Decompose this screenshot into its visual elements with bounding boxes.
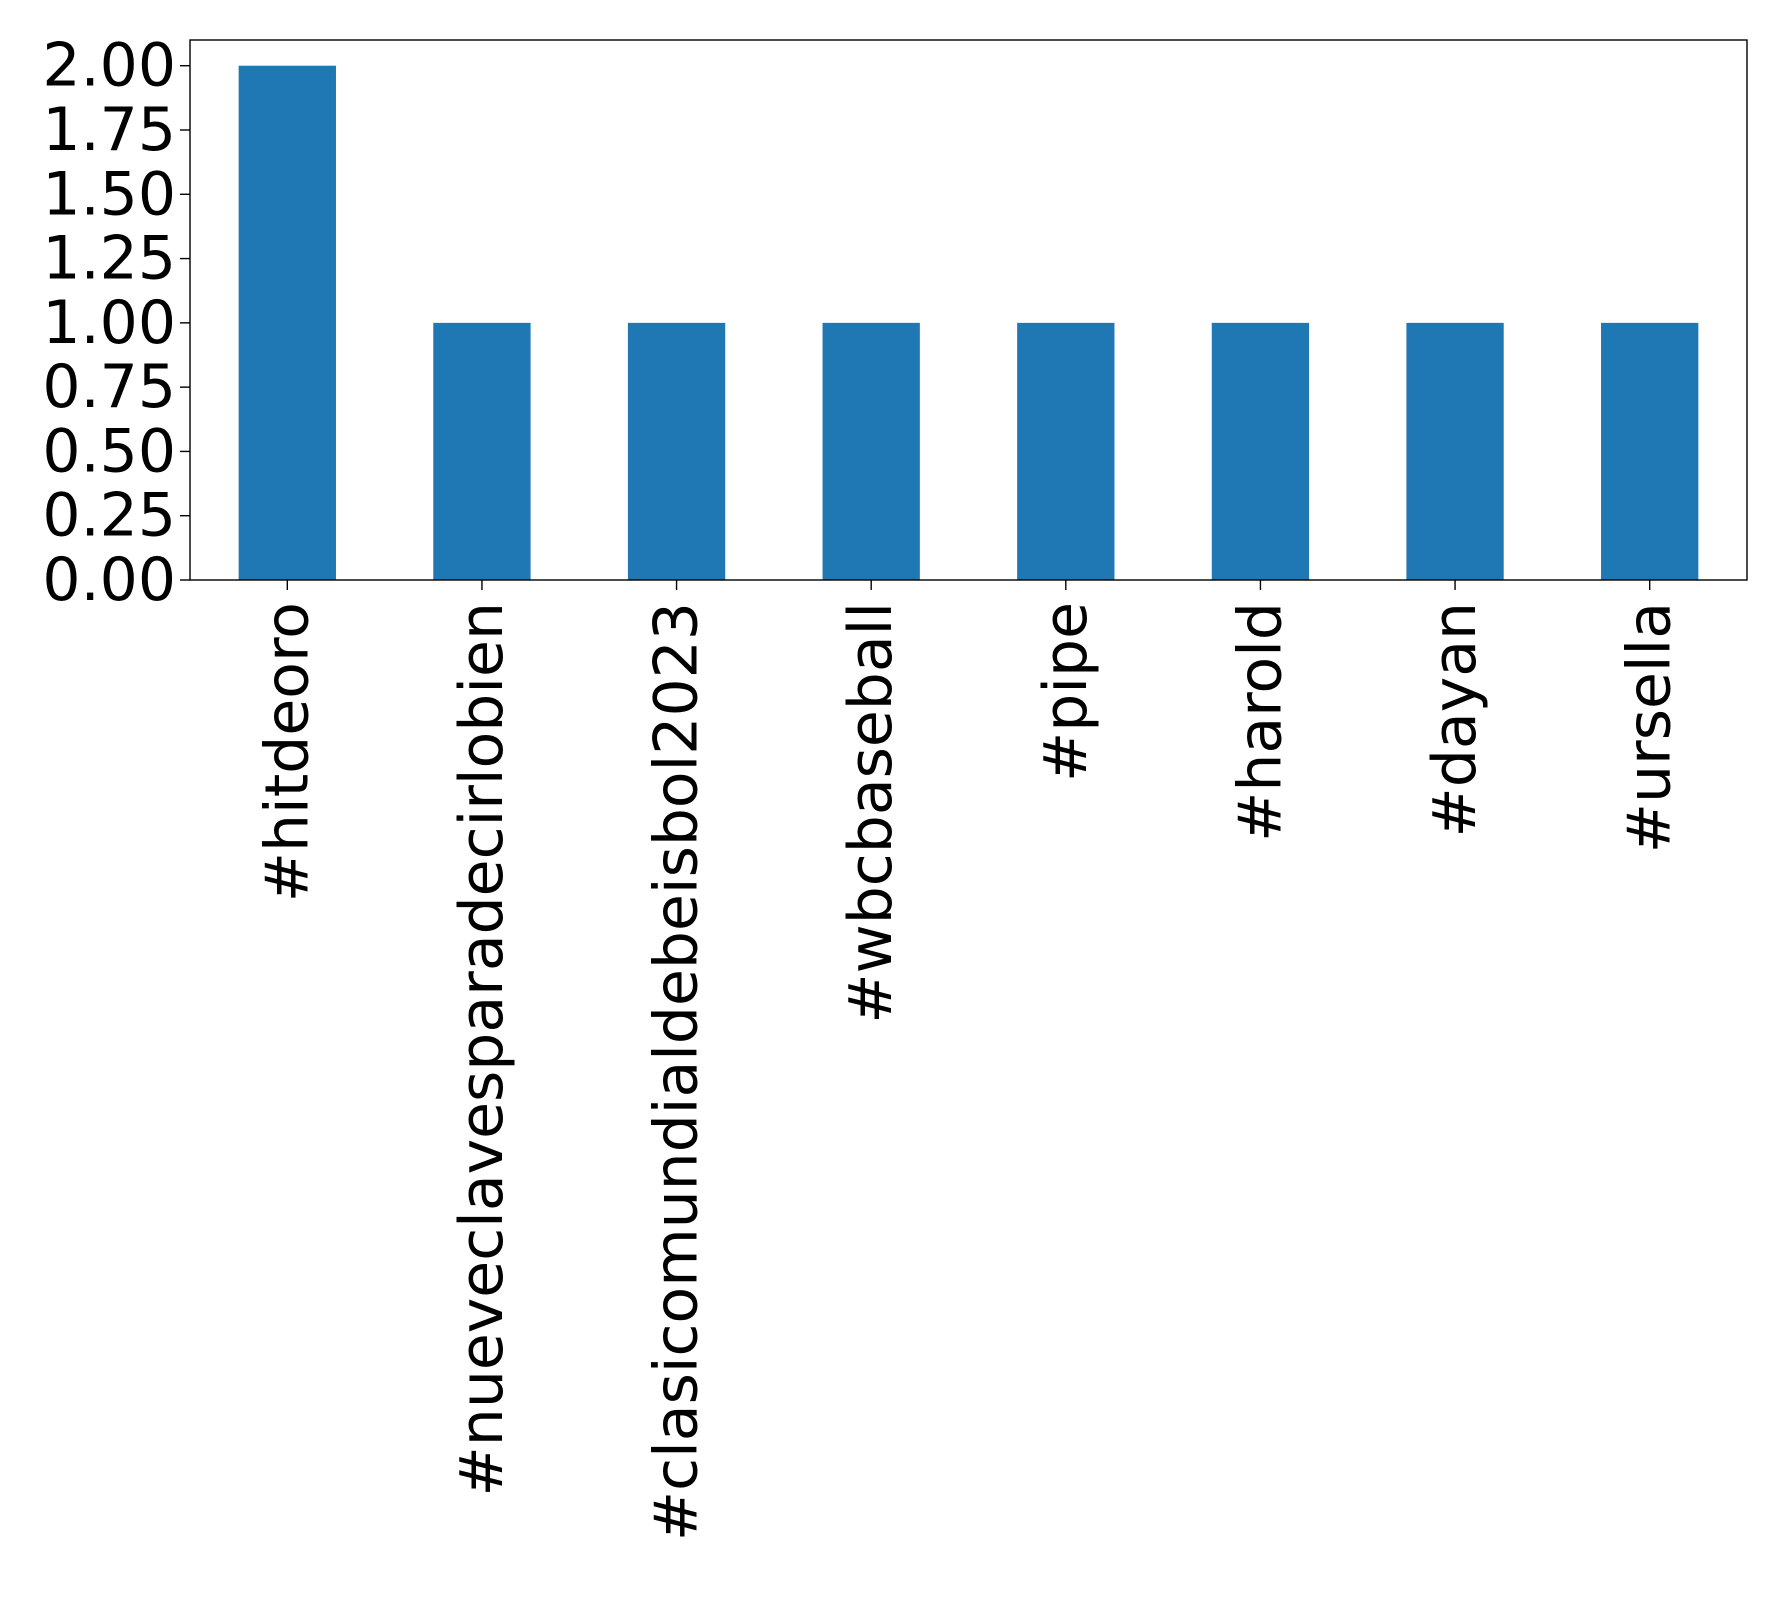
y-tick-label: 1.50 (42, 159, 176, 229)
y-tick-label: 1.75 (42, 95, 176, 165)
bar-pipe (1017, 322, 1115, 580)
y-tick-label: 0.75 (42, 352, 176, 422)
y-tick-label: 2.00 (42, 31, 176, 101)
bar-hitdeoro (238, 65, 336, 580)
bar-clasicomundialdebeisbol2023 (627, 322, 726, 580)
x-tick-label: #hitdeoro (252, 602, 322, 902)
x-tick-label: #clasicomundialdebeisbol2023 (642, 602, 712, 1541)
x-tick-label: #harold (1225, 602, 1295, 842)
plot-area-frame (189, 39, 1748, 581)
bar-nueveclavesparadecirlobien (433, 322, 531, 580)
bar-harold (1211, 322, 1310, 580)
bar-wbcbaseball (822, 322, 920, 580)
y-tick-label: 0.50 (42, 416, 176, 486)
x-tick-label: #dayan (1420, 602, 1490, 837)
y-tick-label: 1.00 (42, 288, 176, 358)
bar-ursella (1601, 322, 1699, 580)
x-tick-label: #wbcbaseball (836, 602, 906, 1024)
y-tick-label: 1.25 (42, 224, 176, 294)
y-axis: 0.000.250.500.751.001.251.501.752.00 (42, 31, 190, 615)
x-tick-label: #nueveclavesparadecirlobien (447, 602, 517, 1496)
bars-group (238, 65, 1699, 580)
y-tick-label: 0.25 (42, 481, 176, 551)
y-tick-label: 0.00 (42, 545, 176, 615)
x-axis: #hitdeoro #nueveclavesparadecirlobien #cla… (252, 580, 1685, 1541)
x-tick-label: #pipe (1031, 602, 1101, 782)
x-tick-label: #ursella (1615, 602, 1685, 853)
bar-dayan (1406, 322, 1504, 580)
